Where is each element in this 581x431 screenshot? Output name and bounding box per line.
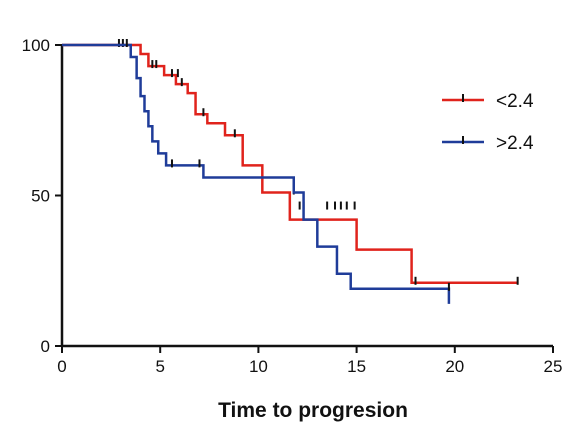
x-tick-label: 25 <box>544 357 563 376</box>
series-line-0 <box>62 43 518 285</box>
x-axis-label: Time to progresion <box>218 399 408 422</box>
x-tick-label: 15 <box>347 357 366 376</box>
x-tick-label: 0 <box>57 357 66 376</box>
legend-label: <2.4 <box>496 91 534 112</box>
x-tick-label: 20 <box>445 357 464 376</box>
x-tick-label: 10 <box>249 357 268 376</box>
series-group <box>62 39 519 304</box>
y-tick-label: 50 <box>31 187 50 206</box>
series-line-1 <box>62 43 451 304</box>
axes: 0 5 10 15 20 25 0 50 100 <box>22 36 563 376</box>
y-ticks: 0 50 100 <box>22 36 62 356</box>
legend-label: >2.4 <box>496 133 534 154</box>
y-tick-label: 0 <box>41 337 50 356</box>
y-tick-label: 100 <box>22 36 50 55</box>
legend: <2.4 >2.4 <box>442 91 534 154</box>
x-ticks: 0 5 10 15 20 25 <box>57 346 562 376</box>
x-tick-label: 5 <box>155 357 164 376</box>
